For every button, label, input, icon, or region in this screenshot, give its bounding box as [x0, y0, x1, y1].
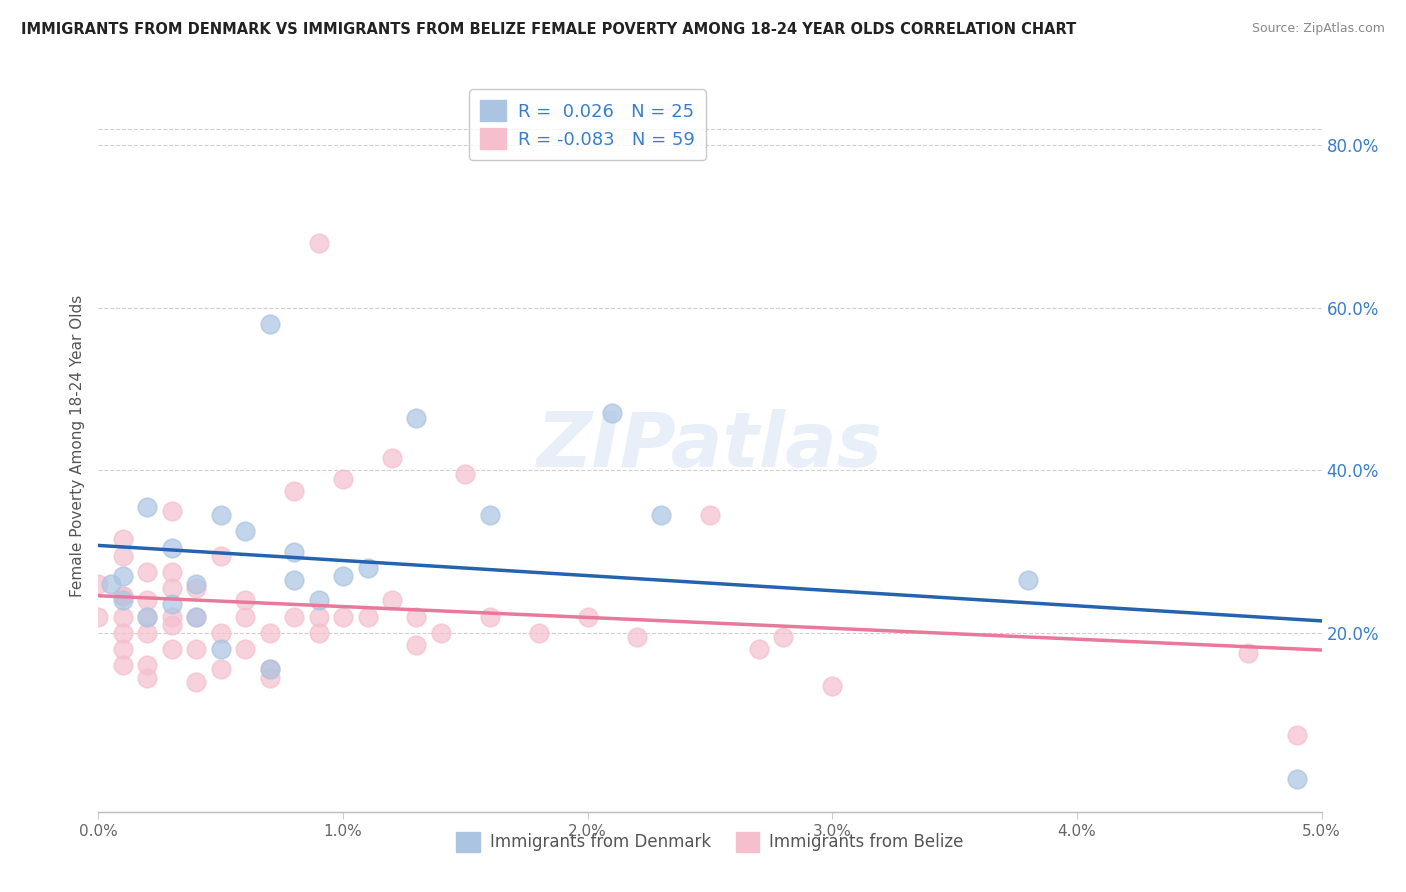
- Point: [699, 508, 721, 522]
- Point: [259, 663, 281, 677]
- Point: [87, 577, 110, 591]
- Point: [186, 577, 208, 591]
- Point: [356, 609, 378, 624]
- Point: [186, 674, 208, 689]
- Point: [430, 626, 453, 640]
- Point: [233, 609, 256, 624]
- Point: [111, 642, 134, 657]
- Text: Source: ZipAtlas.com: Source: ZipAtlas.com: [1251, 22, 1385, 36]
- Point: [1286, 772, 1309, 787]
- Point: [405, 410, 427, 425]
- Point: [160, 581, 183, 595]
- Point: [186, 642, 208, 657]
- Point: [821, 679, 844, 693]
- Point: [381, 451, 404, 466]
- Point: [600, 407, 623, 421]
- Point: [527, 626, 550, 640]
- Point: [308, 235, 330, 250]
- Point: [478, 609, 501, 624]
- Point: [186, 609, 208, 624]
- Point: [136, 593, 159, 607]
- Point: [332, 609, 354, 624]
- Point: [136, 565, 159, 579]
- Point: [381, 593, 404, 607]
- Text: IMMIGRANTS FROM DENMARK VS IMMIGRANTS FROM BELIZE FEMALE POVERTY AMONG 18-24 YEA: IMMIGRANTS FROM DENMARK VS IMMIGRANTS FR…: [21, 22, 1077, 37]
- Point: [160, 565, 183, 579]
- Point: [136, 671, 159, 685]
- Point: [111, 609, 134, 624]
- Point: [748, 642, 770, 657]
- Point: [111, 593, 134, 607]
- Point: [259, 663, 281, 677]
- Point: [136, 500, 159, 514]
- Point: [1237, 646, 1260, 660]
- Point: [209, 508, 232, 522]
- Point: [308, 593, 330, 607]
- Point: [1017, 573, 1039, 587]
- Text: ZIPatlas: ZIPatlas: [537, 409, 883, 483]
- Point: [332, 569, 354, 583]
- Point: [405, 638, 427, 652]
- Point: [478, 508, 501, 522]
- Point: [160, 598, 183, 612]
- Point: [650, 508, 672, 522]
- Point: [160, 617, 183, 632]
- Point: [209, 626, 232, 640]
- Point: [283, 483, 305, 498]
- Point: [209, 663, 232, 677]
- Legend: Immigrants from Denmark, Immigrants from Belize: Immigrants from Denmark, Immigrants from…: [450, 826, 970, 858]
- Point: [160, 504, 183, 518]
- Point: [626, 630, 648, 644]
- Point: [111, 549, 134, 563]
- Point: [332, 471, 354, 485]
- Point: [136, 609, 159, 624]
- Point: [111, 569, 134, 583]
- Point: [209, 642, 232, 657]
- Point: [100, 577, 122, 591]
- Point: [405, 609, 427, 624]
- Point: [233, 593, 256, 607]
- Point: [772, 630, 794, 644]
- Point: [160, 609, 183, 624]
- Point: [259, 317, 281, 331]
- Point: [111, 590, 134, 604]
- Point: [283, 609, 305, 624]
- Point: [160, 541, 183, 555]
- Point: [308, 626, 330, 640]
- Point: [233, 524, 256, 539]
- Point: [111, 590, 134, 604]
- Point: [576, 609, 599, 624]
- Point: [259, 671, 281, 685]
- Point: [283, 544, 305, 558]
- Y-axis label: Female Poverty Among 18-24 Year Olds: Female Poverty Among 18-24 Year Olds: [69, 295, 84, 597]
- Point: [308, 609, 330, 624]
- Point: [111, 626, 134, 640]
- Point: [136, 626, 159, 640]
- Point: [454, 467, 477, 482]
- Point: [111, 658, 134, 673]
- Point: [259, 626, 281, 640]
- Point: [111, 533, 134, 547]
- Point: [283, 573, 305, 587]
- Point: [186, 581, 208, 595]
- Point: [136, 658, 159, 673]
- Point: [1286, 727, 1309, 741]
- Point: [136, 609, 159, 624]
- Point: [160, 642, 183, 657]
- Point: [233, 642, 256, 657]
- Point: [209, 549, 232, 563]
- Point: [186, 609, 208, 624]
- Point: [87, 609, 110, 624]
- Point: [356, 561, 378, 575]
